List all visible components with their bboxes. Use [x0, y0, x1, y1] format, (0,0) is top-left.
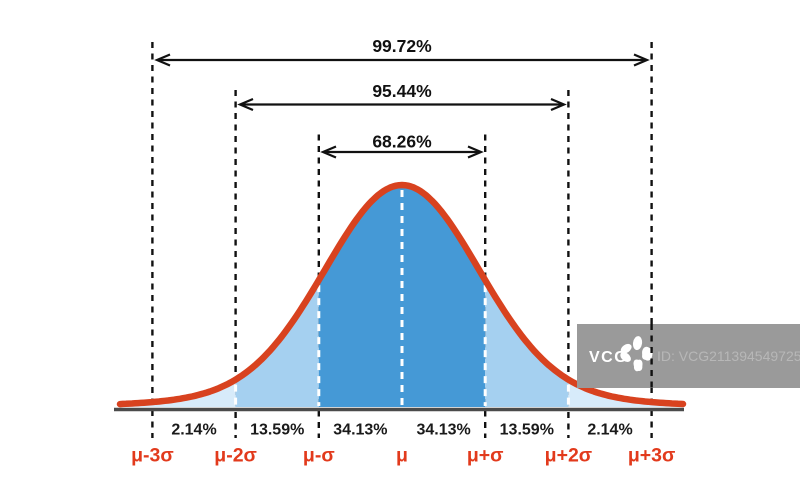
x-tick-label-mu-minus-2sigma: μ-2σ [214, 445, 257, 467]
band-percentage-label-4: 34.13% [416, 422, 470, 439]
arrowhead-right-icon [467, 145, 484, 159]
coverage-arrow-2sigma: 95.44% [237, 81, 567, 112]
band-percentage-label-1: 2.14% [171, 422, 216, 439]
inner-white-dashed-lines [234, 190, 570, 406]
x-tick-label-mu: μ [396, 445, 408, 467]
arrowhead-right-icon [550, 97, 567, 112]
arrowhead-left-icon [320, 145, 337, 159]
band-percentage-label-3: 34.13% [333, 422, 387, 439]
x-tick-label-mu-plus-sigma: μ+σ [467, 445, 504, 467]
coverage-arrow-1sigma: 68.26% [320, 132, 484, 159]
coverage-arrow-3sigma: 99.72% [154, 36, 650, 67]
bell-curve-outline [116, 181, 687, 408]
x-tick-labels: μ-3σ μ-2σ μ-σ μ μ+σ μ+2σ μ+3σ [131, 445, 675, 467]
arrowhead-right-icon [633, 53, 650, 67]
x-tick-label-mu-plus-3sigma: μ+3σ [628, 445, 676, 467]
fill-band-outer-right [568, 379, 683, 407]
x-tick-label-mu-minus-3sigma: μ-3σ [131, 445, 174, 467]
arrowhead-left-icon [237, 97, 254, 112]
vcg-logo-text: VCG [589, 349, 628, 366]
coverage-annotations: 99.72% 95.44% 68.26% [154, 36, 650, 159]
watermark: VCG ID: VCG211394549725 [577, 324, 800, 388]
band-percentage-label-6: 2.14% [587, 422, 632, 439]
watermark-box [577, 324, 800, 388]
x-tick-label-mu-plus-2sigma: μ+2σ [545, 445, 593, 467]
x-tick-label-mu-minus-sigma: μ-σ [303, 445, 335, 467]
vcg-starburst-icon [620, 336, 653, 372]
coverage-label-1sigma: 68.26% [372, 132, 432, 152]
band-percentage-labels: 2.14% 13.59% 34.13% 34.13% 13.59% 2.14% [171, 422, 632, 439]
arrowhead-left-icon [154, 53, 171, 67]
coverage-label-2sigma: 95.44% [372, 81, 432, 101]
band-percentage-label-2: 13.59% [250, 422, 304, 439]
watermark-id-text: ID: VCG211394549725 [657, 348, 800, 364]
fill-band-outer-left [120, 379, 236, 407]
coverage-label-3sigma: 99.72% [372, 36, 432, 56]
band-percentage-label-5: 13.59% [500, 422, 554, 439]
